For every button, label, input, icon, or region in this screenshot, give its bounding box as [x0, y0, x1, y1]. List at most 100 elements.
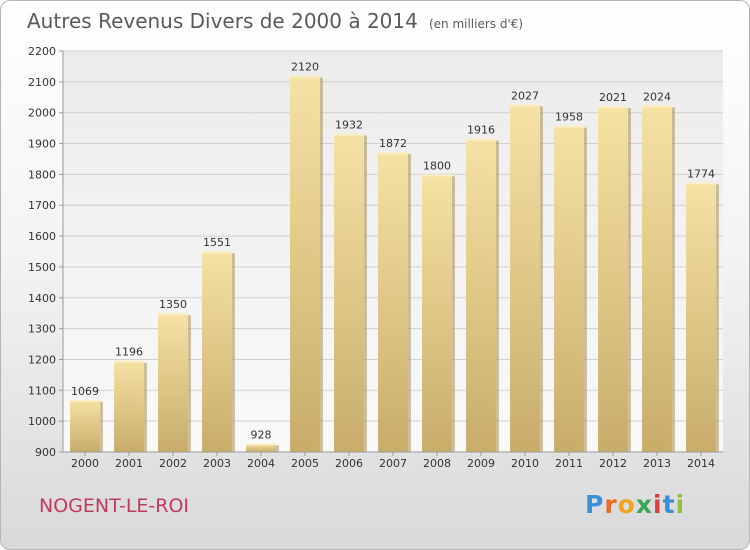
y-tick-label: 1900 [28, 138, 56, 151]
bar-value-label: 2120 [291, 61, 319, 74]
bar-shadow [715, 184, 719, 453]
bar [598, 106, 628, 453]
bar-value-label: 1350 [159, 298, 187, 311]
y-tick-label: 1600 [28, 230, 56, 243]
location-name: NOGENT-LE-ROI [39, 495, 190, 517]
bar-top-highlight [334, 133, 364, 136]
bar [246, 443, 276, 452]
bar-top-highlight [598, 106, 628, 109]
y-tick-label: 1200 [28, 353, 56, 366]
x-tick-label: 2014 [687, 457, 715, 470]
y-tick-label: 1300 [28, 323, 56, 336]
y-tick-label: 2000 [28, 107, 56, 120]
x-tick-label: 2007 [379, 457, 407, 470]
bar-value-label: 2027 [511, 89, 539, 102]
logo-letter: i [675, 490, 686, 519]
bar [114, 360, 144, 452]
bar-value-label: 1958 [555, 111, 583, 124]
bar-value-label: 1932 [335, 119, 363, 132]
x-tick-label: 2012 [599, 457, 627, 470]
bar-value-label: 1916 [467, 124, 495, 137]
chart-title-unit: (en milliers d'€) [428, 17, 524, 31]
bar-shadow [671, 107, 675, 452]
bar-shadow [539, 106, 543, 453]
bar-value-label: 1774 [687, 167, 715, 180]
chart-title: Autres Revenus Divers de 2000 à 2014 (en… [27, 9, 523, 33]
bar [510, 104, 540, 453]
bar [422, 174, 452, 452]
x-tick-label: 2006 [335, 457, 363, 470]
x-tick-label: 2009 [467, 457, 495, 470]
x-tick-label: 2001 [115, 457, 143, 470]
bar-top-highlight [290, 75, 320, 78]
logo-letter: t [662, 490, 676, 519]
bar [642, 105, 672, 452]
x-tick-label: 2010 [511, 457, 539, 470]
bar [554, 125, 584, 452]
bar-shadow [143, 362, 147, 452]
x-tick-label: 2011 [555, 457, 583, 470]
bar-top-highlight [686, 182, 716, 185]
x-tick-label: 2003 [203, 457, 231, 470]
x-tick-label: 2004 [247, 457, 275, 470]
bar [290, 75, 320, 452]
logo-letter: i [653, 490, 663, 519]
bar-shadow [231, 253, 235, 452]
bar-top-highlight [246, 443, 276, 446]
x-tick-label: 2013 [643, 457, 671, 470]
bar-value-label: 1551 [203, 236, 231, 249]
bar-shadow [275, 445, 279, 452]
bar-top-highlight [422, 174, 452, 177]
bar-value-label: 1069 [71, 385, 99, 398]
bar-shadow [407, 154, 411, 452]
y-tick-label: 1100 [28, 384, 56, 397]
bar-shadow [583, 127, 587, 452]
bar [70, 399, 100, 452]
bar-value-label: 928 [251, 428, 272, 441]
bar-top-highlight [70, 399, 100, 402]
bar-shadow [187, 315, 191, 452]
proxiti-logo[interactable]: Proxiti [585, 490, 685, 519]
bar [158, 313, 188, 452]
bar [686, 182, 716, 453]
bar-value-label: 1872 [379, 137, 407, 150]
bar-shadow [495, 140, 499, 452]
y-tick-label: 1000 [28, 415, 56, 428]
bar-shadow [627, 108, 631, 453]
bar-top-highlight [554, 125, 584, 128]
chart-title-main: Autres Revenus Divers de 2000 à 2014 [27, 9, 418, 33]
bar-value-label: 1196 [115, 346, 143, 359]
y-tick-label: 1400 [28, 292, 56, 305]
bar-top-highlight [510, 104, 540, 107]
bar-value-label: 2024 [643, 90, 671, 103]
y-tick-label: 1700 [28, 199, 56, 212]
bar-top-highlight [158, 313, 188, 316]
bar-value-label: 1800 [423, 159, 451, 172]
x-tick-label: 2008 [423, 457, 451, 470]
bar-value-label: 2021 [599, 91, 627, 104]
y-tick-label: 1800 [28, 168, 56, 181]
x-tick-label: 2005 [291, 457, 319, 470]
bar-shadow [363, 135, 367, 452]
y-tick-label: 2100 [28, 76, 56, 89]
bar [378, 152, 408, 452]
bar [466, 138, 496, 452]
bar-top-highlight [202, 251, 232, 254]
bar [334, 133, 364, 452]
bar-top-highlight [114, 360, 144, 363]
logo-letter: r [604, 490, 618, 519]
bar-shadow [451, 176, 455, 452]
bar-top-highlight [642, 105, 672, 108]
bar-shadow [319, 77, 323, 452]
y-tick-label: 2200 [28, 45, 56, 58]
bar [202, 251, 232, 452]
bar-shadow [99, 401, 103, 452]
logo-letter: o [617, 490, 636, 519]
y-tick-label: 1500 [28, 261, 56, 274]
logo-letter: P [585, 490, 605, 519]
axes: 9001000110012001300140015001600170018001… [28, 45, 723, 470]
bar-top-highlight [466, 138, 496, 141]
bar-top-highlight [378, 152, 408, 155]
